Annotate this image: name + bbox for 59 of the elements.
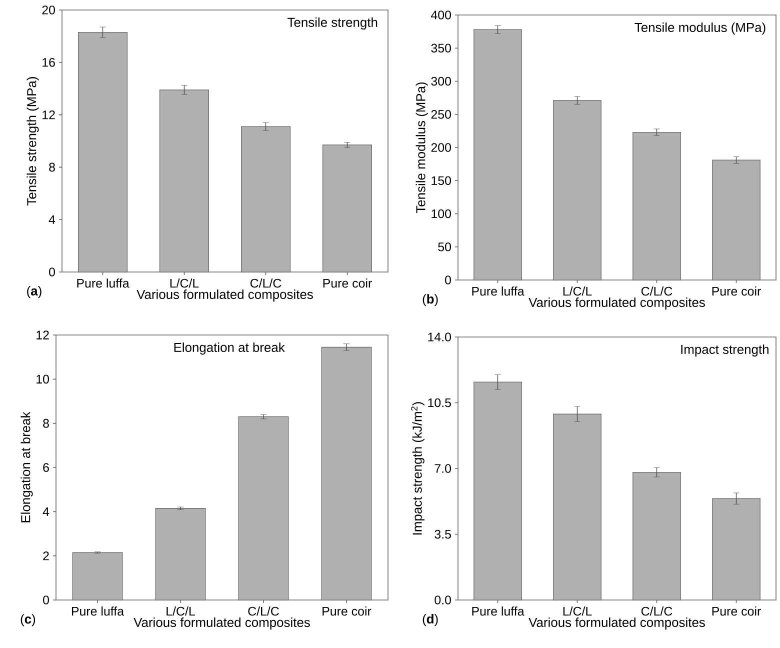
y-tick-label: 100 <box>432 209 451 218</box>
y-tick-label: 250 <box>431 110 451 119</box>
y-tick-label: 4 <box>48 215 56 224</box>
y-axis-title: Tensile strength (MPa) <box>26 77 39 206</box>
y-tick-label: 150 <box>432 176 451 186</box>
x-tick-label: C/L/C <box>641 606 672 616</box>
y-tick-label: 10.5 <box>428 398 451 408</box>
y-tick-label: 8 <box>43 418 49 428</box>
x-tick-label: Pure luffa <box>472 606 524 616</box>
x-tick-label: Pure luffa <box>72 606 124 616</box>
y-tick-label: 0 <box>49 268 55 276</box>
x-tick-label: Pure luffa <box>472 286 524 296</box>
y-tick-label: 300 <box>431 76 451 86</box>
text: Elongation at break <box>174 342 285 355</box>
y-tick-label: 350 <box>431 44 451 53</box>
x-tick-label: Pure luffa <box>77 278 130 288</box>
y-tick-label: 16 <box>42 58 55 67</box>
y-axis-title: Elongation at break <box>20 412 33 522</box>
x-axis-title: Various formulated composites <box>528 618 705 630</box>
y-tick-label: 200 <box>431 143 451 152</box>
x-tick-label: Pure coir <box>712 606 761 616</box>
y-tick-label: 0.0 <box>434 596 451 604</box>
x-tick-label: L/C/L <box>166 606 195 616</box>
text: Tensile modulus (MPa) <box>634 22 766 35</box>
y-tick-label: 3.5 <box>434 530 451 539</box>
text: (d) <box>422 614 438 626</box>
x-axis-title: Various formulated composites <box>528 297 705 310</box>
text: Tensile strength <box>288 17 378 30</box>
text: (c) <box>20 614 36 626</box>
text: Impact strength <box>681 344 768 357</box>
y-tick-label: 0 <box>43 596 49 604</box>
x-tick-label: L/C/L <box>170 278 199 288</box>
y-tick-label: 8 <box>49 162 55 172</box>
text: (b) <box>422 294 438 306</box>
text: (a) <box>27 286 42 298</box>
x-tick-label: Pure coir <box>322 606 372 616</box>
y-tick-label: 20 <box>42 6 55 14</box>
y-tick-label: 14.0 <box>428 332 451 342</box>
x-tick-label: Pure coir <box>323 278 372 288</box>
y-tick-label: 6 <box>43 463 49 472</box>
y-tick-label: 7.0 <box>434 464 451 473</box>
x-tick-label: Pure coir <box>712 286 761 296</box>
y-tick-label: 50 <box>438 242 451 252</box>
y-axis-title: Impact strength (kJ/m$^{2}$) <box>411 402 424 534</box>
y-tick-label: 12 <box>36 330 49 340</box>
y-tick-label: 2 <box>43 551 49 560</box>
x-tick-label: C/L/C <box>248 606 279 616</box>
x-tick-label: C/L/C <box>250 278 282 288</box>
y-tick-label: 12 <box>42 110 55 120</box>
y-axis-title: Tensile modulus (MPa) <box>416 82 428 214</box>
y-tick-label: 400 <box>430 10 451 20</box>
x-axis-title: Various formulated composites <box>136 289 313 302</box>
y-tick-label: 10 <box>36 374 49 384</box>
y-tick-label: 0 <box>445 276 451 284</box>
y-tick-label: 4 <box>42 507 50 516</box>
x-axis-title: Various formulated composites <box>134 618 310 630</box>
x-tick-label: L/C/L <box>563 606 592 616</box>
x-tick-label: C/L/C <box>641 286 672 296</box>
x-tick-label: L/C/L <box>563 286 592 296</box>
